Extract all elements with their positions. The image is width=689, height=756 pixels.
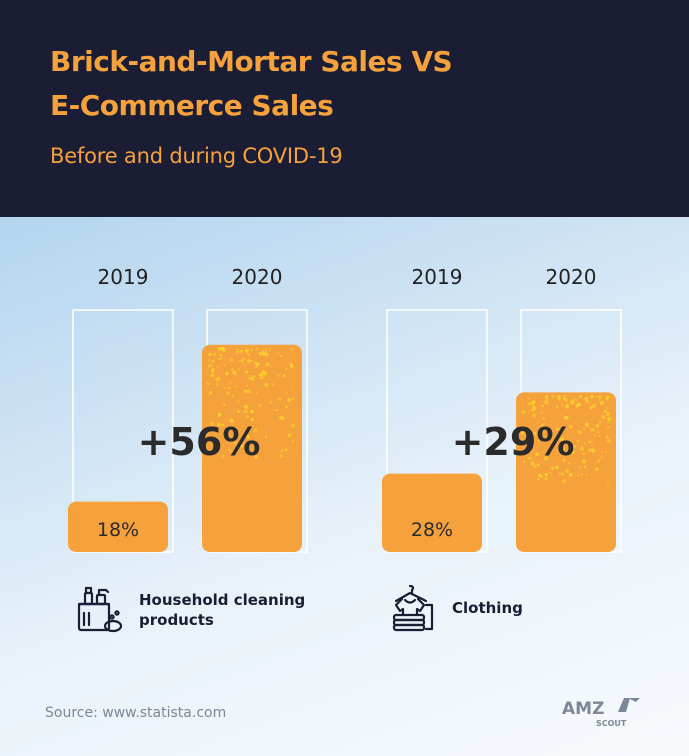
logo-text-top: AMZ [562,699,604,719]
cleaning-products-icon [75,585,123,635]
category-clothing: Clothing [388,583,523,633]
page-title: Brick-and-Mortar Sales VS E-Commerce Sal… [50,40,650,128]
bar-sparkle-2020-group-1 [206,346,295,460]
year-label-2020-group-2: 2020 [546,265,597,289]
title-line-2: E-Commerce Sales [50,89,334,122]
year-label-2019-group-1: 2019 [98,265,149,289]
bar-2019-group-1 [68,501,168,552]
change-label-group-2: +29% [452,420,575,464]
value-label-2019-group-2: 28% [411,519,453,541]
year-label-2020-group-1: 2020 [232,265,283,289]
bar-sparkle-2020-group-2 [520,394,612,484]
bar-2020-group-1 [202,344,302,552]
category-label-household-line2: products [139,611,214,629]
amzscout-logo: AMZ SCOUT [560,692,650,732]
category-label-household: Household cleaning products [139,590,305,630]
category-label-clothing: Clothing [452,599,523,617]
page-subtitle: Before and during COVID-19 [50,144,343,168]
clothing-stack-icon [388,583,436,633]
year-label-2019-group-2: 2019 [412,265,463,289]
bar-2019-group-2 [382,473,482,552]
change-label-group-1: +56% [138,420,261,464]
title-line-1: Brick-and-Mortar Sales VS [50,45,453,78]
source-note: Source: www.statista.com [45,705,227,721]
value-label-2019-group-1: 18% [97,519,139,541]
header-banner: Brick-and-Mortar Sales VS E-Commerce Sal… [0,0,689,217]
logo-text-bottom: SCOUT [596,719,627,728]
bar-chart: 2019 18% 2020 +56% 2019 28% 2020 +29% [68,265,622,553]
category-household: Household cleaning products [75,585,305,635]
category-label-household-line1: Household cleaning [139,591,306,609]
